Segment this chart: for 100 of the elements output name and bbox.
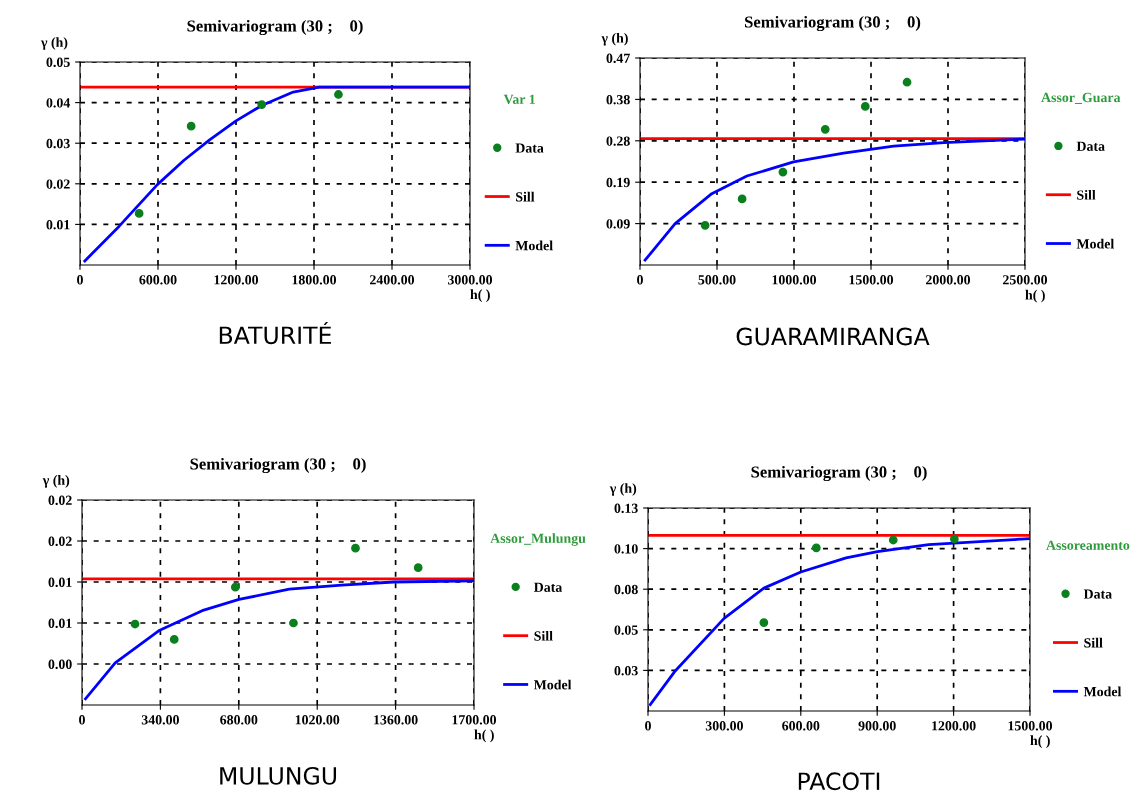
legend-label: Data (515, 143, 544, 153)
x-tick-label: 1700.00 (452, 715, 497, 725)
point (888, 535, 898, 545)
x-tick-label: 1500.00 (849, 275, 894, 285)
x-tick-label: 2400.00 (370, 275, 415, 285)
point (351, 543, 360, 553)
legend-label: Model (515, 240, 553, 251)
x-tick-label: 1360.00 (374, 715, 418, 725)
y-tick-label: 0.47 (606, 53, 630, 64)
legend-title: Assoreamento (1046, 540, 1130, 550)
chart-title: Semivariogram (30 ; 0) (751, 465, 927, 482)
x-tick-label: 0 (645, 721, 651, 731)
line-series (84, 579, 474, 701)
legend-label: Data (533, 582, 563, 592)
x-tick-label: 1200.00 (932, 721, 976, 731)
y-axis-title: γ (h) (40, 37, 68, 50)
legend-label: Data (1076, 141, 1105, 151)
y-tick-label: 0.01 (48, 618, 72, 629)
x-tick-label: 340.00 (141, 715, 179, 725)
point (759, 618, 769, 627)
x-tick-label: 900.00 (858, 721, 896, 731)
x-tick-label: 300.00 (705, 721, 743, 731)
point (130, 619, 140, 629)
point (230, 582, 240, 592)
text: GUARAMIRANGA (736, 327, 930, 346)
x-tick-label: 1020.00 (295, 715, 340, 725)
legend-label: Model (1076, 238, 1115, 249)
y-tick-label: 0.38 (606, 94, 630, 105)
legend-label: Sill (534, 630, 553, 641)
x-tick-label: 1800.00 (292, 275, 337, 285)
point (902, 77, 912, 87)
point (737, 194, 747, 204)
point (186, 121, 196, 131)
x-tick-label: 3000.00 (447, 275, 493, 285)
x-tick-label: 600.00 (782, 721, 820, 731)
x-tick-label: 0 (637, 275, 643, 285)
y-tick-label: 0.03 (46, 138, 70, 149)
y-axis-title: γ (h) (609, 483, 637, 496)
chart-title: Semivariogram (30 ; 0) (187, 19, 363, 36)
y-tick-label: 0.02 (48, 536, 72, 547)
y-tick-label: 0.05 (46, 57, 70, 68)
x-axis-title: h( ) (1025, 289, 1045, 303)
y-tick-label: 0.19 (606, 177, 630, 188)
legend-label: Model (1083, 686, 1122, 697)
x-tick-label: 2500.00 (1003, 275, 1048, 285)
legend-label: Data (1083, 589, 1112, 599)
legend-title: Assor_Guara (1041, 92, 1121, 104)
y-axis-title: γ (h) (42, 475, 70, 488)
y-tick-label: 0.10 (614, 544, 638, 554)
chart-title: Semivariogram (30 ; 0) (190, 457, 366, 474)
x-tick-label: 1200.00 (214, 275, 259, 285)
point (820, 124, 830, 134)
point (289, 618, 298, 628)
y-tick-label: 0.28 (606, 136, 630, 146)
line-series (83, 85, 470, 263)
y-tick-label: 0.04 (46, 98, 71, 108)
legend-label: Sill (1084, 637, 1103, 648)
text: BATURITÉ (219, 322, 331, 345)
y-tick-label: 0.05 (614, 625, 638, 635)
point (860, 102, 870, 111)
point (949, 534, 959, 544)
x-axis-title: h( ) (470, 289, 490, 302)
legend-title: Var 1 (503, 94, 535, 105)
point (811, 543, 821, 553)
point (334, 90, 343, 99)
y-tick-label: 0.01 (48, 577, 72, 588)
y-tick-label: 0.00 (48, 659, 72, 670)
y-tick-label: 0.08 (614, 584, 638, 595)
y-tick-label: 0.09 (606, 219, 630, 229)
legend-title: Assor_Mulungu (490, 533, 586, 546)
legend-label: Sill (516, 191, 535, 202)
x-tick-label: 0 (79, 715, 85, 725)
line-series (643, 137, 1025, 262)
x-tick-label: 0 (77, 275, 83, 285)
legend-label: Model (533, 679, 572, 690)
y-axis-title: γ (h) (601, 32, 628, 46)
y-tick-label: 0.02 (48, 495, 72, 506)
legend-label: Sill (1077, 189, 1096, 200)
point (257, 100, 267, 109)
y-tick-label: 0.13 (614, 503, 638, 514)
point (134, 209, 144, 218)
x-tick-label: 1500.00 (1008, 721, 1053, 731)
y-tick-label: 0.02 (46, 179, 70, 189)
y-tick-label: 0.03 (614, 665, 638, 676)
point (413, 563, 423, 573)
text: PACOTI (798, 772, 880, 791)
x-tick-label: 500.00 (698, 275, 736, 285)
text: MULUNGU (220, 766, 337, 785)
line-series (648, 537, 1030, 706)
chart-title: Semivariogram (30 ; 0) (744, 15, 921, 32)
x-tick-label: 2000.00 (926, 275, 971, 285)
point (700, 220, 710, 230)
x-axis-title: h( ) (474, 729, 494, 743)
y-tick-label: 0.01 (46, 219, 70, 230)
x-tick-label: 1000.00 (772, 275, 817, 285)
x-tick-label: 680.00 (220, 715, 258, 725)
point (778, 167, 788, 177)
x-tick-label: 600.00 (139, 275, 177, 285)
x-axis-title: h( ) (1030, 735, 1050, 748)
point (169, 635, 179, 644)
